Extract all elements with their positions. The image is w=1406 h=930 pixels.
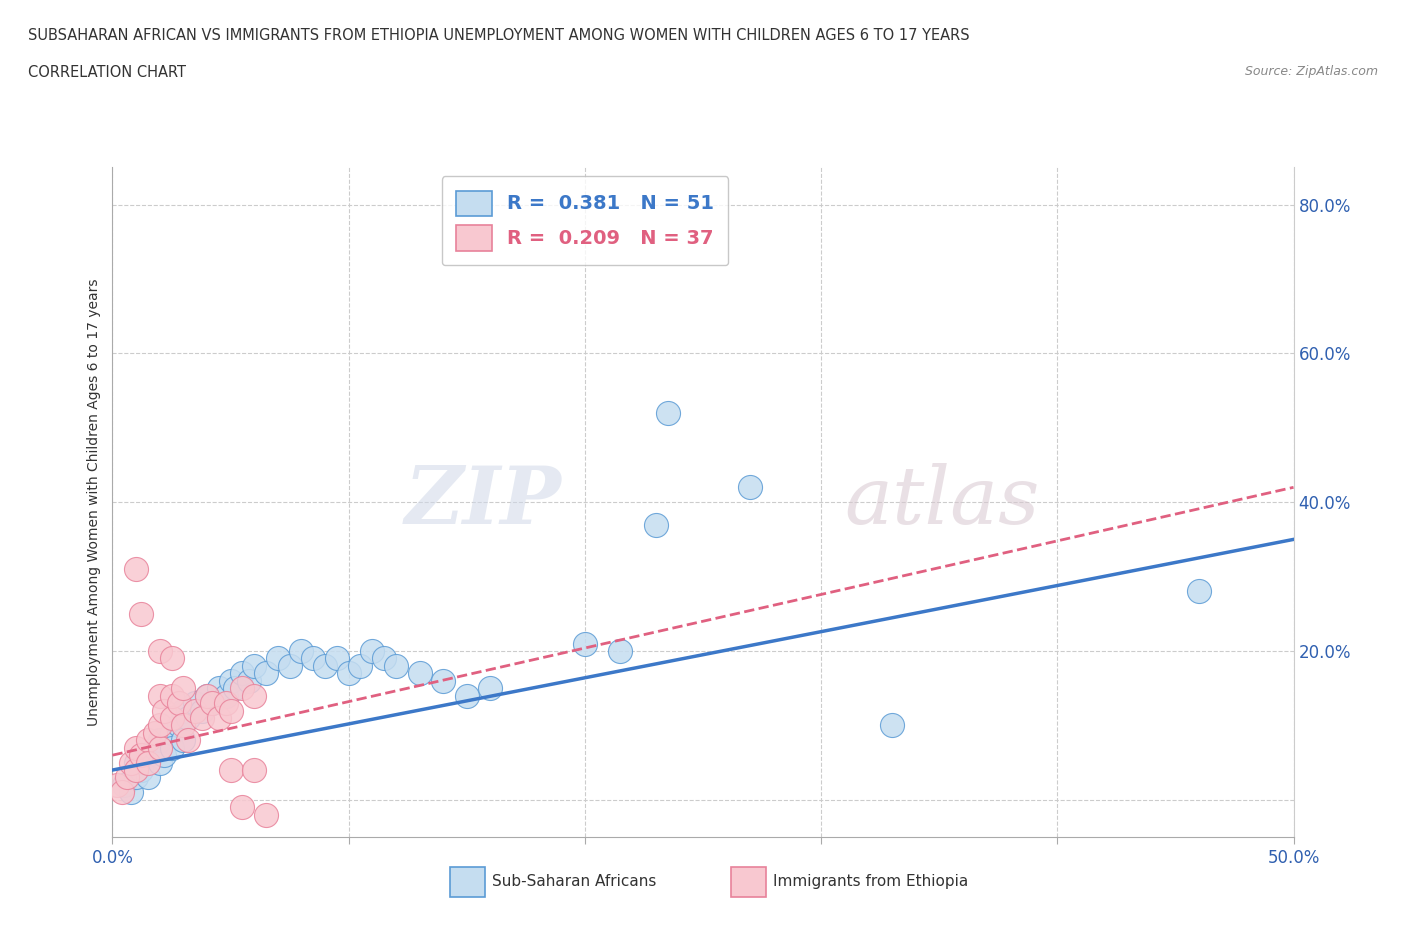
Point (111, 785, 134, 800)
Y-axis label: Unemployment Among Women with Children Ages 6 to 17 years: Unemployment Among Women with Children A… (87, 278, 101, 726)
Point (254, 807, 277, 822)
Point (115, 770, 138, 785)
Point (160, 740, 183, 755)
Point (254, 666, 277, 681)
Point (231, 666, 253, 681)
Point (224, 681, 246, 696)
Point (120, 785, 142, 800)
Point (191, 703, 214, 718)
Point (201, 696, 224, 711)
Point (143, 740, 166, 755)
Point (219, 703, 242, 718)
Point (129, 763, 152, 777)
Point (172, 733, 194, 748)
Point (574, 636, 596, 651)
Point (125, 763, 148, 777)
Point (479, 681, 502, 696)
Point (136, 733, 159, 748)
Point (231, 681, 253, 696)
Point (167, 696, 190, 711)
Point (149, 733, 172, 748)
Legend: R =  0.381   N = 51, R =  0.209   N = 37: R = 0.381 N = 51, R = 0.209 N = 37 (441, 177, 728, 265)
Point (215, 688, 238, 703)
Point (219, 673, 242, 688)
Point (112, 777, 135, 792)
Point (195, 688, 218, 703)
Point (243, 658, 266, 673)
Point (208, 711, 231, 725)
Point (160, 725, 183, 740)
Point (177, 733, 200, 748)
Point (125, 755, 148, 770)
Point (125, 740, 148, 755)
Point (149, 644, 172, 658)
Point (160, 651, 183, 666)
Point (177, 711, 200, 725)
Point (740, 480, 762, 495)
Point (456, 688, 478, 703)
Point (215, 696, 238, 711)
Point (208, 681, 231, 696)
Point (231, 800, 253, 815)
Point (129, 748, 152, 763)
Point (219, 763, 242, 777)
Point (609, 644, 631, 658)
Point (149, 718, 172, 733)
Point (184, 696, 207, 711)
Point (125, 770, 148, 785)
Point (172, 718, 194, 733)
Point (326, 651, 349, 666)
Text: Immigrants from Ethiopia: Immigrants from Ethiopia (773, 874, 969, 889)
Point (201, 696, 224, 711)
Point (373, 651, 395, 666)
FancyBboxPatch shape (450, 867, 485, 897)
Point (184, 703, 207, 718)
Text: CORRELATION CHART: CORRELATION CHART (28, 65, 186, 80)
Point (1188, 584, 1211, 599)
Text: Source: ZipAtlas.com: Source: ZipAtlas.com (1244, 65, 1378, 78)
Point (153, 748, 176, 763)
Point (290, 644, 312, 658)
Point (136, 748, 159, 763)
Point (143, 725, 166, 740)
Point (314, 658, 336, 673)
Point (243, 763, 266, 777)
Point (337, 666, 360, 681)
Point (302, 651, 325, 666)
Point (349, 658, 371, 673)
Point (880, 718, 903, 733)
Text: SUBSAHARAN AFRICAN VS IMMIGRANTS FROM ETHIOPIA UNEMPLOYMENT AMONG WOMEN WITH CHI: SUBSAHARAN AFRICAN VS IMMIGRANTS FROM ET… (28, 28, 970, 43)
Point (149, 755, 172, 770)
Point (136, 770, 159, 785)
Text: ZIP: ZIP (405, 463, 561, 541)
Point (149, 740, 172, 755)
Point (167, 718, 190, 733)
Text: atlas: atlas (845, 463, 1040, 541)
Point (149, 688, 172, 703)
Point (195, 688, 218, 703)
Point (278, 658, 301, 673)
Point (385, 658, 408, 673)
Point (129, 606, 152, 621)
Point (644, 517, 666, 532)
FancyBboxPatch shape (731, 867, 766, 897)
Point (191, 711, 214, 725)
Point (160, 711, 183, 725)
Point (125, 562, 148, 577)
Point (172, 703, 194, 718)
Point (238, 673, 260, 688)
Point (432, 673, 454, 688)
Point (243, 688, 266, 703)
Point (267, 651, 290, 666)
Point (120, 755, 142, 770)
Point (172, 681, 194, 696)
Point (657, 405, 679, 420)
Point (153, 703, 176, 718)
Text: Sub-Saharan Africans: Sub-Saharan Africans (492, 874, 657, 889)
Point (136, 755, 159, 770)
Point (160, 688, 183, 703)
Point (361, 644, 384, 658)
Point (408, 666, 430, 681)
Point (105, 777, 128, 792)
